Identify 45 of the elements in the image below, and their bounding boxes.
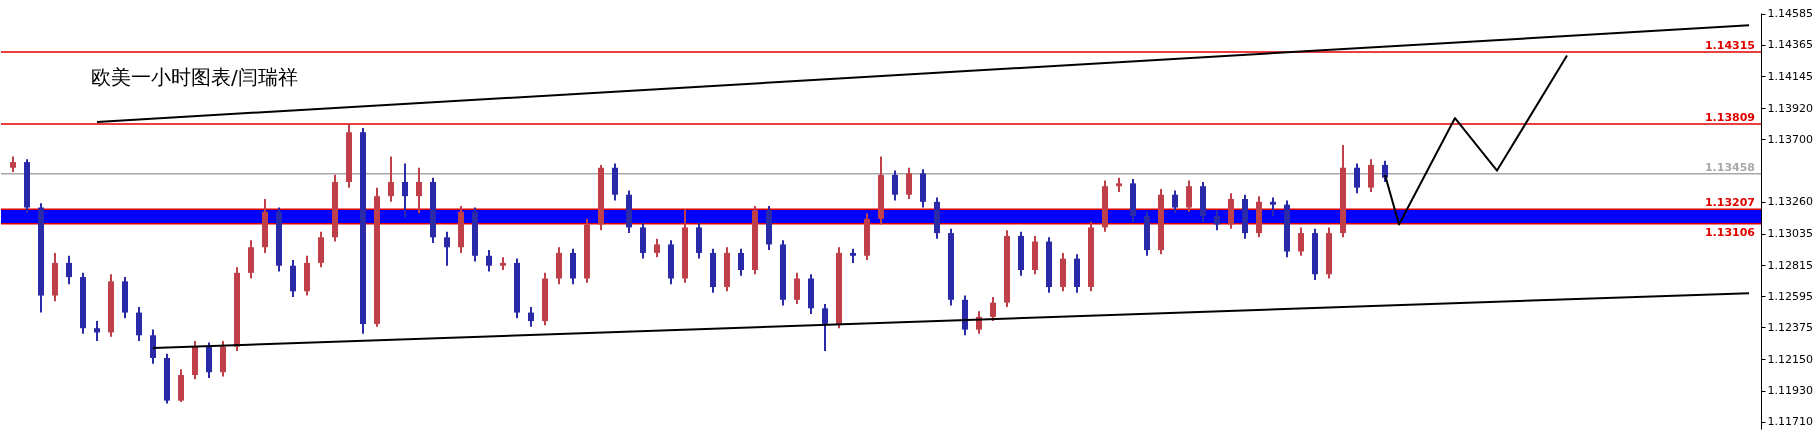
y-tick-label: 1.14585	[1767, 7, 1813, 21]
y-tick-label: 1.13035	[1767, 227, 1813, 241]
candlestick	[1172, 189, 1178, 215]
candlestick	[416, 166, 422, 215]
candlestick	[1214, 209, 1220, 232]
candlestick	[822, 303, 828, 352]
candlestick	[94, 320, 100, 342]
ref-line-label: 1.13207	[1704, 196, 1755, 210]
y-tick-label: 1.13260	[1767, 195, 1813, 209]
line-series	[1384, 54, 1568, 226]
candlestick	[892, 169, 898, 202]
candlestick	[402, 162, 408, 219]
ref-line-label: 1.13106	[1704, 225, 1756, 239]
candlestick	[66, 254, 72, 286]
y-tick-label: 1.13920	[1767, 101, 1813, 115]
y-tick-label: 1.13700	[1767, 132, 1813, 146]
y-tick-label: 1.11710	[1767, 415, 1813, 429]
y-tick-label: 1.12815	[1767, 258, 1813, 272]
text: 欧美一小时图表/闫瑞祥	[91, 65, 298, 89]
ref-line-label: 1.13809	[1704, 110, 1755, 124]
candlestick	[654, 237, 660, 259]
candlestick	[136, 305, 142, 342]
ref-line-label: 1.14315	[1704, 39, 1755, 53]
candlestick	[444, 230, 450, 267]
y-tick-label: 1.12595	[1767, 289, 1813, 303]
candlestick	[794, 271, 800, 306]
candlestick	[1368, 158, 1374, 193]
candlestick	[150, 328, 156, 365]
candlestick	[1298, 226, 1304, 257]
candlestick	[906, 166, 912, 200]
candlestick	[486, 249, 492, 273]
candlestick	[528, 305, 534, 328]
candlestick	[990, 295, 996, 323]
candlestick	[1354, 162, 1360, 195]
candlestick	[388, 155, 394, 203]
candlestick	[738, 247, 744, 277]
candlestick	[1382, 159, 1388, 183]
y-tick-label: 1.14145	[1767, 69, 1813, 83]
y-tick-label: 1.12375	[1767, 320, 1813, 334]
y-tick-label: 1.12150	[1767, 352, 1813, 366]
candlestick	[1186, 179, 1192, 213]
candlestick	[1270, 196, 1276, 218]
ref-line-label: 1.13458	[1704, 160, 1755, 174]
y-tick-label: 1.14365	[1767, 38, 1813, 52]
y-tick-label: 1.11930	[1767, 384, 1813, 398]
